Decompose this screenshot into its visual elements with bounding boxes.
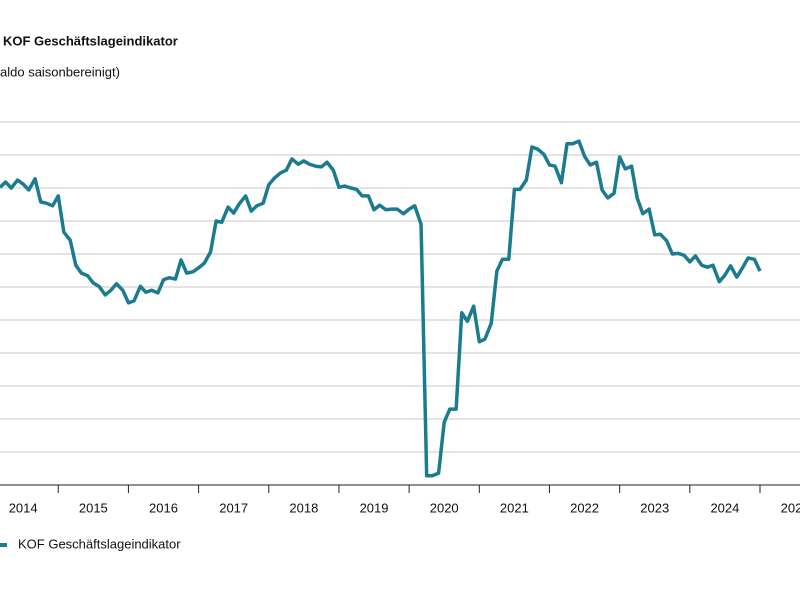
x-tick-label: 2020 <box>430 500 459 515</box>
x-tick-label: 2018 <box>289 500 318 515</box>
chart-subtitle: aldo saisonbereinigt) <box>0 64 120 79</box>
chart-title: KOF Geschäftslageindikator <box>3 33 178 48</box>
x-tick-label: 2022 <box>570 500 599 515</box>
legend-label: KOF Geschäftslageindikator <box>18 536 181 551</box>
x-tick-label: 2025 <box>781 500 800 515</box>
x-tick-label: 2016 <box>149 500 178 515</box>
x-tick-label: 2014 <box>9 500 38 515</box>
x-tick-label: 2017 <box>219 500 248 515</box>
x-tick-label: 2023 <box>640 500 669 515</box>
x-tick-label: 2021 <box>500 500 529 515</box>
x-tick-label: 2024 <box>710 500 739 515</box>
data-line <box>0 139 762 478</box>
x-tick-label: 2015 <box>79 500 108 515</box>
x-tick-label: 2019 <box>360 500 389 515</box>
